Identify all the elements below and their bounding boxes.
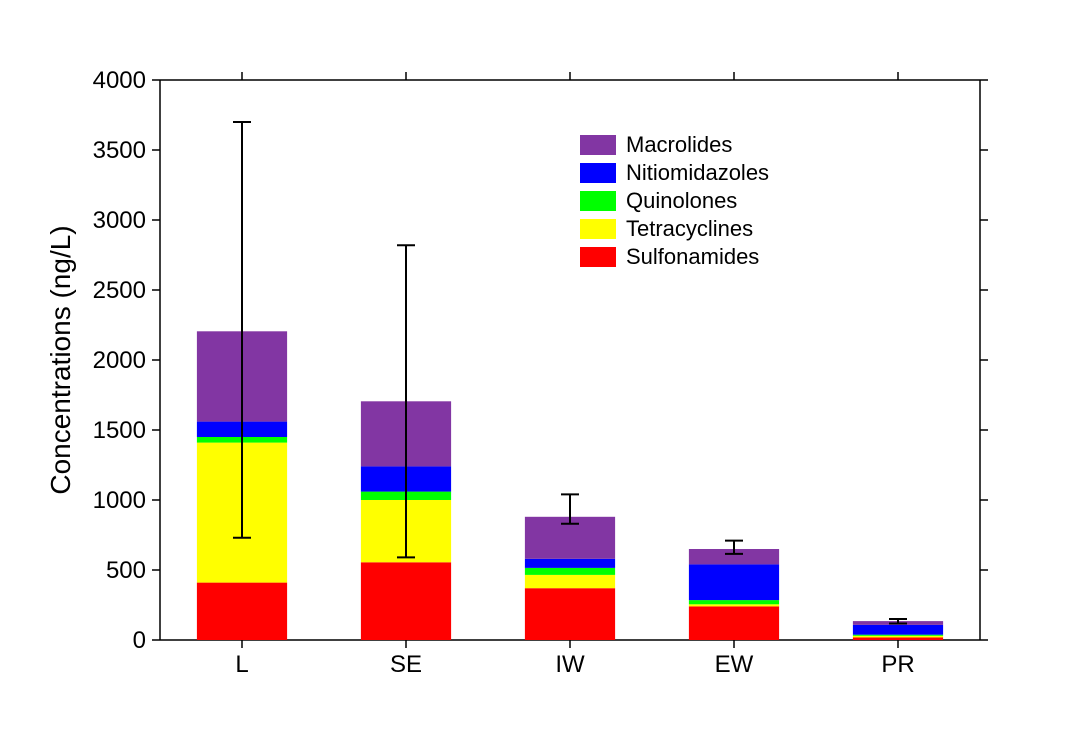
bar-segment [853, 637, 943, 640]
legend-swatch [580, 191, 616, 211]
bar-segment [853, 636, 943, 638]
bar-segment [689, 604, 779, 606]
bar-segment [525, 559, 615, 568]
bar-segment [853, 625, 943, 635]
x-tick-label: EW [715, 651, 754, 678]
bar-segment [525, 568, 615, 575]
bar-segment [525, 575, 615, 588]
bar-segment [689, 564, 779, 600]
y-tick-label: 1500 [93, 417, 146, 444]
legend-swatch [580, 219, 616, 239]
y-tick-label: 4000 [93, 67, 146, 94]
bar-segment [853, 635, 943, 636]
legend-label: Quinolones [626, 188, 737, 213]
bar-segment [525, 588, 615, 640]
bar-segment [197, 583, 287, 640]
legend-label: Nitiomidazoles [626, 160, 769, 185]
legend-swatch [580, 163, 616, 183]
y-tick-label: 1000 [93, 487, 146, 514]
y-axis-label: Concentrations (ng/L) [45, 225, 76, 494]
legend-swatch [580, 247, 616, 267]
x-tick-label: IW [555, 651, 585, 678]
x-tick-label: SE [390, 651, 422, 678]
bar-segment [689, 606, 779, 640]
y-tick-label: 3000 [93, 207, 146, 234]
legend-swatch [580, 135, 616, 155]
x-tick-label: L [235, 651, 248, 678]
y-tick-label: 0 [133, 627, 146, 654]
legend-label: Sulfonamides [626, 244, 759, 269]
bar-segment [689, 600, 779, 604]
stacked-bar-chart: 0 500 1000 1500 2000 2500 3000 3500 4000 Concentr… [0, 0, 1080, 754]
bar-segment [361, 562, 451, 640]
y-tick-label: 500 [106, 557, 146, 584]
legend-label: Tetracyclines [626, 216, 753, 241]
x-tick-label: PR [881, 651, 914, 678]
chart-container: 0 500 1000 1500 2000 2500 3000 3500 4000 Concentr… [0, 0, 1080, 754]
chart-background [0, 0, 1080, 754]
y-tick-label: 2000 [93, 347, 146, 374]
y-tick-label: 2500 [93, 277, 146, 304]
legend-label: Macrolides [626, 132, 732, 157]
y-tick-label: 3500 [93, 137, 146, 164]
